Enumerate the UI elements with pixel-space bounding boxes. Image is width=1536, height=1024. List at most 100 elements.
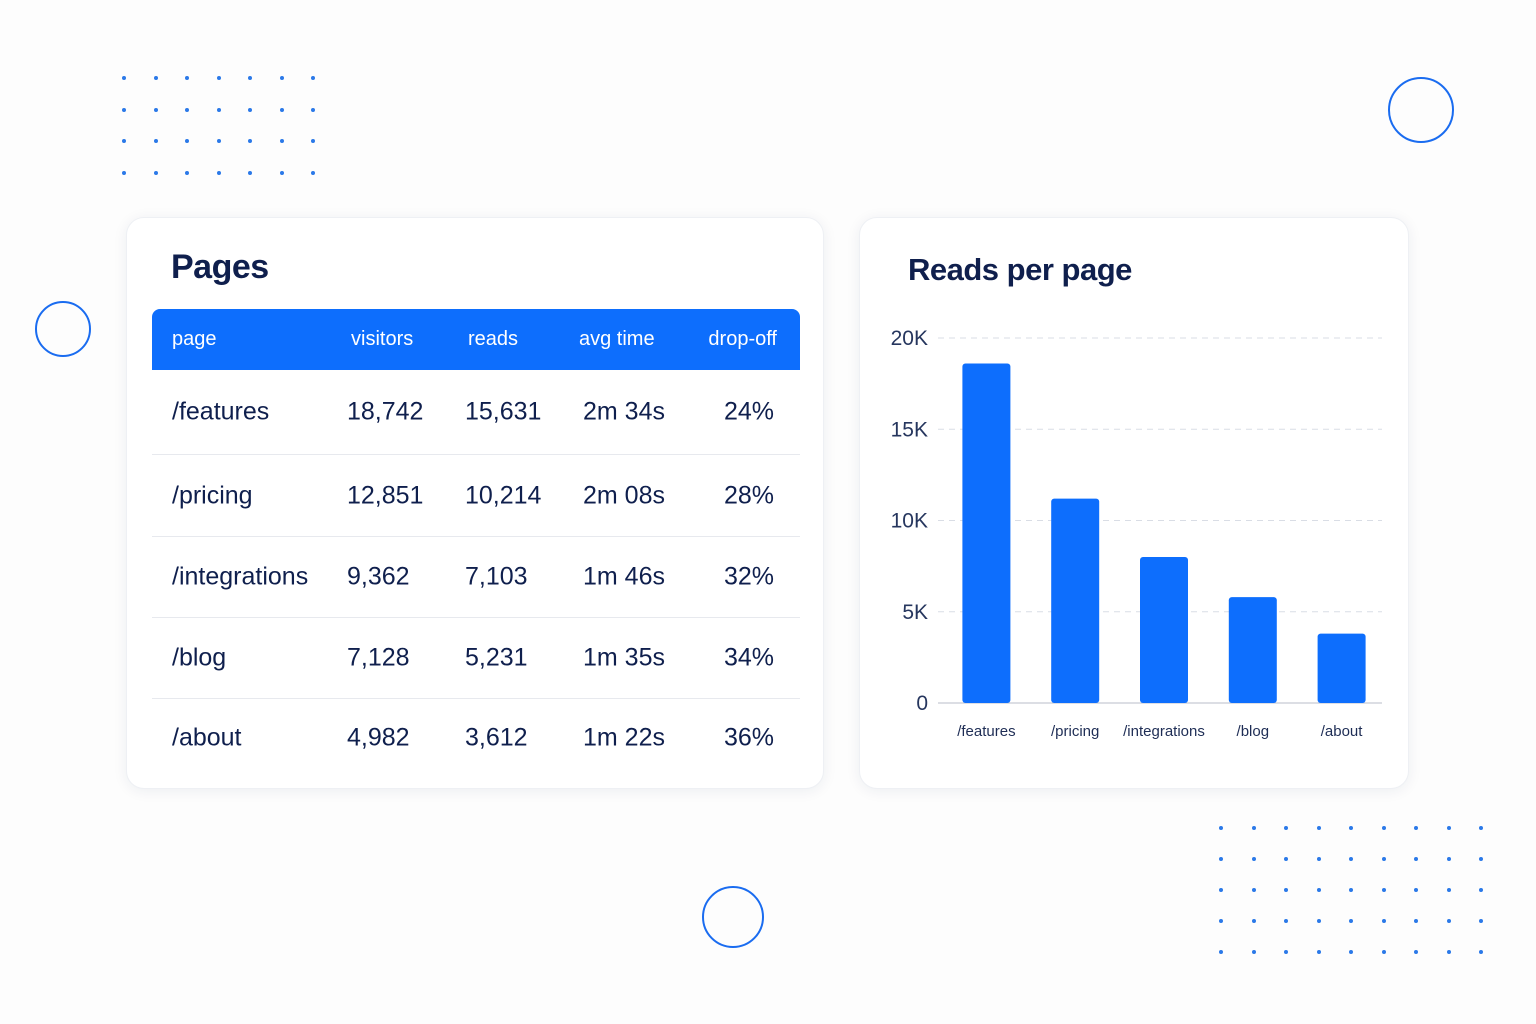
column-header-page[interactable]: page: [172, 328, 217, 350]
table-row[interactable]: /blog 7,128 5,231 1m 35s 34%: [152, 618, 800, 699]
decorative-dot: [1284, 826, 1288, 830]
decorative-dot: [1349, 950, 1353, 954]
decorative-dot: [1219, 888, 1223, 892]
decorative-ring-top-right: [1388, 77, 1454, 143]
decorative-dot: [122, 107, 126, 112]
x-tick-label: /blog: [1237, 723, 1270, 740]
cell-visitors: 18,742: [347, 397, 424, 426]
y-tick-label: 20K: [891, 327, 928, 350]
decorative-dot: [1219, 950, 1223, 954]
pages-table-card: Pages page visitors reads avg time drop-…: [126, 217, 824, 789]
pages-table: page visitors reads avg time drop-off /f…: [152, 309, 800, 777]
cell-drop-off: 24%: [723, 397, 774, 426]
cell-visitors: 9,362: [347, 562, 410, 591]
decorative-dot: [185, 139, 189, 143]
decorative-dot: [1446, 826, 1451, 830]
decorative-dot: [1284, 950, 1288, 954]
decorative-dot: [122, 76, 126, 80]
decorative-dot: [1349, 888, 1353, 892]
table-header-row: page visitors reads avg time drop-off: [152, 309, 800, 370]
decorative-dot: [1479, 919, 1483, 923]
decorative-dot: [1349, 857, 1353, 861]
decorative-dot: [1446, 857, 1451, 861]
decorative-dot: [216, 170, 221, 175]
column-header-drop-off[interactable]: drop-off: [708, 328, 777, 350]
decorative-dot: [248, 107, 252, 112]
decorative-dot: [216, 139, 221, 143]
cell-visitors: 7,128: [347, 643, 410, 672]
decorative-dot: [1479, 857, 1483, 861]
decorative-dot: [1251, 888, 1256, 892]
decorative-dot: [1219, 919, 1223, 923]
column-header-avg-time[interactable]: avg time: [579, 328, 655, 350]
column-header-visitors[interactable]: visitors: [351, 328, 414, 350]
table-row[interactable]: /integrations 9,362 7,103 1m 46s 32%: [152, 537, 800, 618]
decorative-dot: [1316, 857, 1321, 861]
cell-drop-off: 36%: [723, 723, 774, 752]
decorative-dot: [1251, 919, 1256, 923]
decorative-dot: [216, 76, 221, 80]
decorative-dot: [1446, 950, 1451, 954]
decorative-ring-left: [35, 301, 91, 357]
table-row[interactable]: /about 4,982 3,612 1m 22s 36%: [152, 699, 800, 777]
decorative-dot: [1479, 826, 1483, 830]
chart-title: Reads per page: [908, 252, 1132, 287]
decorative-dot: [216, 107, 221, 112]
bar-integrations: [1140, 557, 1188, 703]
cell-page: /about: [172, 723, 242, 752]
decorative-dot: [1479, 950, 1483, 954]
decorative-dot: [122, 139, 126, 143]
decorative-dot: [1381, 950, 1386, 954]
bar-pricing: [1051, 498, 1100, 703]
decorative-dot: [185, 76, 189, 80]
cell-avg-time: 2m 34s: [583, 397, 665, 426]
cell-drop-off: 32%: [723, 562, 774, 591]
decorative-dot: [311, 139, 315, 143]
decorative-dot: [1219, 826, 1223, 830]
decorative-dot: [1316, 888, 1321, 892]
decorative-dot: [248, 139, 252, 143]
cell-avg-time: 1m 35s: [583, 643, 665, 672]
x-tick-label: /about: [1321, 723, 1364, 740]
cell-page: /blog: [172, 643, 227, 672]
decorative-dot: [279, 107, 284, 112]
cell-page: /pricing: [172, 481, 253, 509]
decorative-dot: [153, 170, 158, 175]
decorative-dot: [311, 107, 315, 112]
y-tick-label: 10K: [891, 510, 928, 533]
decorative-dot: [248, 76, 252, 80]
decorative-dot: [1479, 888, 1483, 892]
decorative-dot: [279, 139, 284, 143]
decorative-dot: [1251, 857, 1256, 861]
decorative-dot: [1219, 857, 1223, 861]
decorative-dot: [248, 170, 252, 175]
decorative-dot: [1284, 888, 1288, 892]
decorative-dot: [1251, 826, 1256, 830]
cell-reads: 5,231: [465, 643, 528, 672]
decorative-dot: [1414, 919, 1418, 923]
cell-reads: 10,214: [465, 481, 542, 509]
decorative-dot: [311, 170, 315, 175]
x-tick-label: /pricing: [1051, 723, 1099, 740]
table-row[interactable]: /features 18,742 15,631 2m 34s 24%: [152, 370, 800, 455]
decorative-dot: [1414, 826, 1418, 830]
decorative-dot: [153, 107, 158, 112]
cell-visitors: 12,851: [347, 481, 424, 509]
bar-blog: [1228, 597, 1277, 703]
cell-drop-off: 28%: [723, 481, 774, 509]
decorative-dot: [1349, 919, 1353, 923]
x-tick-label: /integrations: [1123, 723, 1205, 740]
column-header-reads[interactable]: reads: [468, 328, 519, 350]
cell-reads: 7,103: [465, 562, 528, 591]
bar-about: [1317, 633, 1366, 703]
cell-drop-off: 34%: [723, 643, 774, 672]
cell-avg-time: 1m 22s: [583, 723, 665, 752]
cell-reads: 3,612: [465, 723, 528, 752]
decorative-dot-grid-bottom-right: [1219, 826, 1483, 954]
decorative-dot: [311, 76, 315, 80]
decorative-dot: [1316, 919, 1321, 923]
decorative-dot: [1284, 857, 1288, 861]
y-tick-label: 15K: [891, 418, 928, 441]
decorative-dot: [279, 76, 284, 80]
table-row[interactable]: /pricing 12,851 10,214 2m 08s 28%: [152, 455, 800, 537]
